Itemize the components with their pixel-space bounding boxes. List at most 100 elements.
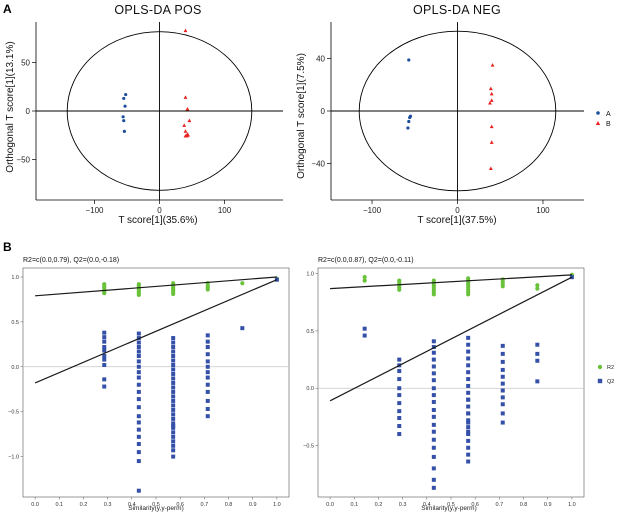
point-q2 (500, 420, 505, 425)
confidence-ellipse (358, 30, 557, 192)
point-q2 (240, 326, 245, 331)
x-tick-label: 100 (218, 206, 232, 215)
point-q2 (500, 367, 505, 372)
regression-line-q2 (34, 279, 278, 384)
x-axis-label: Similarity(y,y-perm) (421, 505, 477, 512)
x-tick-label: 0.0 (31, 502, 39, 508)
legend: A B (595, 111, 611, 128)
x-tick-label: 0.1 (55, 502, 63, 508)
point-b (183, 129, 188, 133)
point-q2 (171, 398, 176, 403)
point-b (489, 98, 494, 102)
point-q2 (466, 452, 471, 457)
point-q2 (466, 418, 471, 423)
point-q2 (466, 363, 471, 368)
point-q2 (102, 335, 107, 340)
point-a (406, 126, 410, 130)
point-q2 (500, 374, 505, 379)
series-q2 (362, 275, 574, 490)
point-q2 (136, 349, 141, 354)
y-tick-label: 50 (21, 59, 30, 68)
y-tick-label: −0.5 (8, 410, 19, 416)
point-q2 (431, 357, 436, 362)
x-tick-label: 0.4 (423, 502, 431, 508)
point-q2 (500, 351, 505, 356)
point-q2 (102, 348, 107, 353)
x-tick-label: 0.0 (326, 502, 334, 508)
x-tick-label: 0.7 (496, 502, 504, 508)
x-tick-label: 100 (536, 206, 550, 215)
point-a (124, 92, 128, 97)
x-tick-label: −100 (85, 206, 104, 215)
point-a (122, 119, 126, 123)
point-q2 (466, 404, 471, 409)
point-q2 (362, 333, 367, 338)
point-q2 (171, 380, 176, 385)
point-q2 (102, 384, 107, 389)
point-q2 (466, 411, 471, 416)
point-q2 (171, 394, 176, 399)
point-q2 (205, 382, 210, 387)
x-tick-label: 0.6 (471, 502, 479, 508)
point-q2 (466, 349, 471, 354)
y-tick-label: −0.5 (303, 443, 314, 449)
permutation-pos-chart: R2=c(0.0,0.79), Q2=(0.0,-0.18) Similarit… (8, 257, 290, 512)
point-q2 (431, 422, 436, 427)
point-q2 (136, 442, 141, 447)
point-b (489, 140, 494, 144)
point-q2 (431, 407, 436, 412)
series-q2 (102, 277, 279, 493)
point-q2 (136, 450, 141, 455)
point-r2 (362, 275, 367, 280)
point-q2 (500, 343, 505, 348)
point-q2 (171, 367, 176, 372)
point-q2 (102, 339, 107, 344)
x-tick-label: 0.8 (520, 502, 528, 508)
regression-line-r2 (330, 274, 572, 290)
point-q2 (205, 389, 210, 394)
point-b (489, 91, 494, 96)
point-q2 (466, 342, 471, 347)
point-q2 (397, 386, 402, 391)
series-a (406, 58, 413, 130)
point-q2 (136, 354, 141, 359)
point-q2 (431, 386, 436, 391)
point-a (121, 115, 125, 119)
y-tick-label: 0 (26, 107, 31, 116)
point-q2 (500, 359, 505, 364)
point-q2 (136, 397, 141, 402)
point-r2 (397, 287, 402, 292)
x-tick-label: 1.0 (568, 502, 576, 508)
series-a (121, 92, 128, 133)
y-tick-label: 40 (316, 55, 325, 64)
y-tick-label: 0.5 (11, 320, 19, 326)
point-r2 (535, 286, 540, 291)
y-axis-label: Orthogonal T score[1](13.1%) (5, 41, 16, 172)
point-q2 (466, 377, 471, 382)
point-b (488, 166, 493, 170)
point-q2 (171, 454, 176, 459)
point-r2 (535, 283, 540, 288)
x-tick-label: 1.0 (273, 502, 281, 508)
point-q2 (136, 434, 141, 439)
legend-label-r2: R2 (607, 365, 614, 371)
x-tick-label: 0.3 (399, 502, 407, 508)
point-q2 (171, 358, 176, 363)
point-q2 (431, 477, 436, 482)
point-q2 (466, 459, 471, 464)
point-q2 (205, 339, 210, 344)
point-q2 (397, 424, 402, 429)
x-tick-label: 0.3 (104, 502, 112, 508)
legend-label-b: B (606, 121, 611, 128)
point-q2 (431, 485, 436, 490)
point-q2 (171, 371, 176, 376)
plot-border (22, 267, 290, 498)
y-tick-label: −1.0 (8, 455, 19, 461)
x-tick-label: 0.5 (152, 502, 160, 508)
point-q2 (431, 393, 436, 398)
point-q2 (431, 378, 436, 383)
point-q2 (431, 466, 436, 471)
point-a (408, 115, 412, 120)
confidence-ellipse (66, 31, 253, 191)
